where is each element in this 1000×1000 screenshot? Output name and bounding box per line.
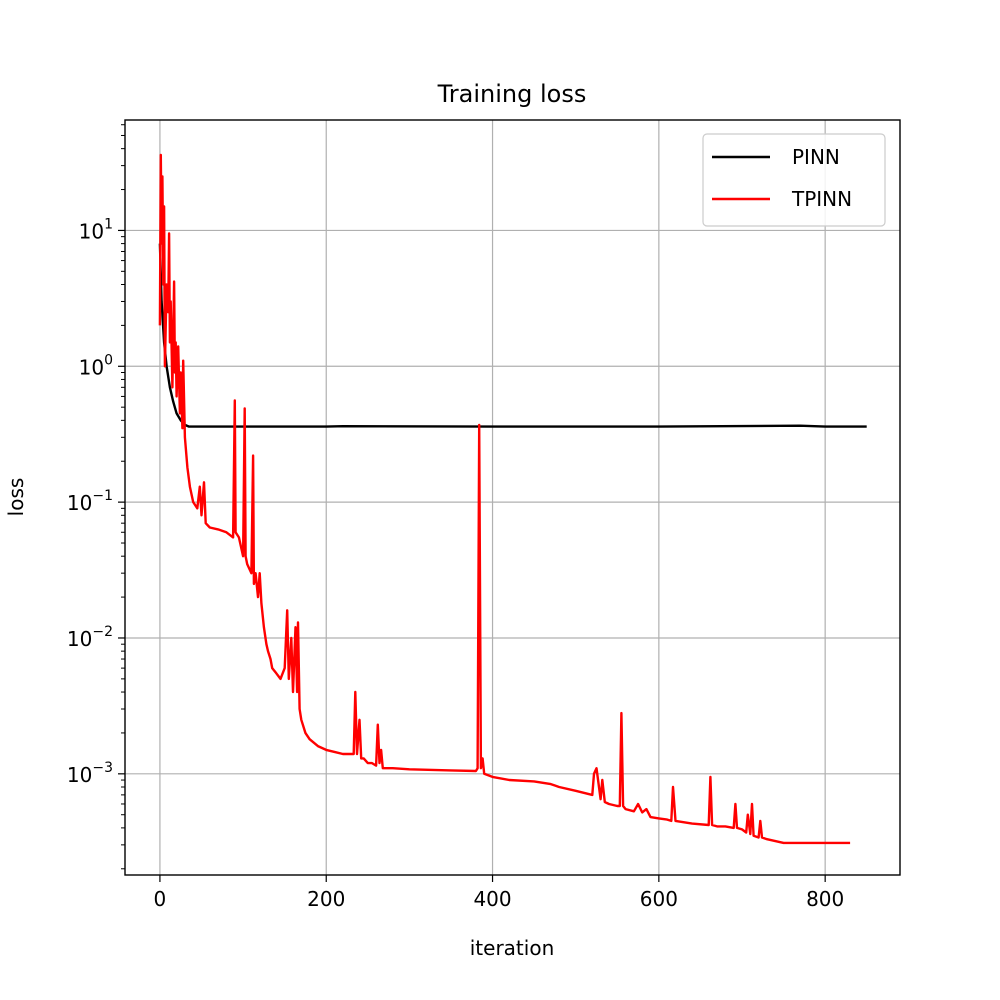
series-lines xyxy=(158,153,867,845)
series-line-tpinn xyxy=(158,153,851,845)
y-axis-ticks: 10−3 10−2 10−1 100 101 xyxy=(67,216,125,787)
y-tick-label: 10−3 xyxy=(67,760,113,787)
legend-label-pinn: PINN xyxy=(792,145,840,169)
x-tick-label: 0 xyxy=(154,887,167,911)
y-tick-label: 101 xyxy=(79,216,113,243)
chart-title: Training loss xyxy=(437,80,587,108)
y-axis-label: loss xyxy=(4,478,28,517)
y-tick-label: 10−2 xyxy=(67,624,113,651)
x-tick-label: 400 xyxy=(473,887,511,911)
x-axis-label: iteration xyxy=(470,936,555,960)
x-tick-label: 600 xyxy=(640,887,678,911)
x-tick-label: 800 xyxy=(806,887,844,911)
legend: PINN TPINN xyxy=(702,133,886,227)
series-line-pinn xyxy=(158,243,867,428)
x-tick-label: 200 xyxy=(307,887,345,911)
y-tick-label: 10−1 xyxy=(67,488,113,515)
plot-frame xyxy=(124,119,901,876)
x-axis-ticks: 0 200 400 600 800 xyxy=(154,875,844,911)
legend-label-tpinn: TPINN xyxy=(791,187,852,211)
y-tick-label: 100 xyxy=(79,352,113,379)
